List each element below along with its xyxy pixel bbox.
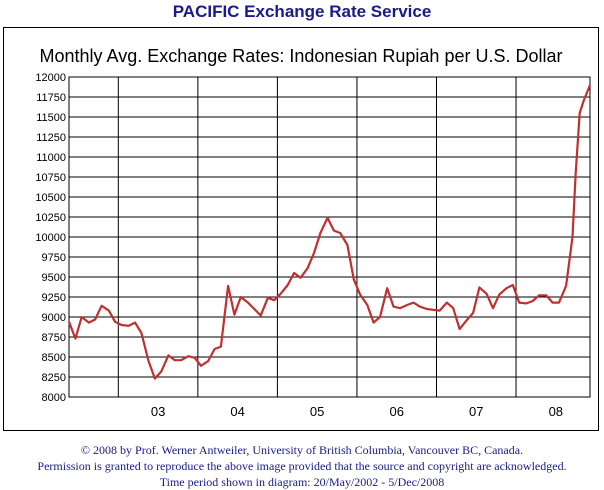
y-tick-label: 11750 [36, 92, 66, 104]
x-tick-label: 04 [230, 404, 244, 419]
y-tick-label: 10000 [35, 232, 66, 244]
y-tick-label: 9750 [42, 252, 66, 264]
y-tick-label: 11000 [36, 152, 66, 164]
y-tick-label: 8000 [42, 392, 66, 404]
y-tick-label: 9500 [42, 272, 66, 284]
y-tick-label: 11500 [36, 112, 66, 124]
y-tick-label: 8750 [42, 332, 66, 344]
y-tick-labels: 8000 8250 8500 8750 9000 9250 9500 9750 10000 102… [35, 72, 66, 404]
y-tick-label: 8250 [42, 372, 66, 384]
footer-copyright: © 2008 by Prof. Werner Antweiler, Univer… [0, 443, 604, 458]
x-tick-label: 05 [310, 404, 324, 419]
x-tick-label: 06 [389, 404, 403, 419]
x-tick-label: 03 [151, 404, 165, 419]
y-tick-label: 10500 [35, 192, 66, 204]
x-tick-label: 08 [549, 404, 563, 419]
chart-title: Monthly Avg. Exchange Rates: Indonesian … [40, 46, 563, 66]
y-tick-label: 8500 [42, 352, 66, 364]
y-tick-label: 9000 [42, 312, 66, 324]
series-line [69, 85, 590, 379]
y-tick-label: 10250 [35, 212, 66, 224]
y-tick-label: 10750 [35, 172, 66, 184]
series-layer [69, 85, 590, 379]
grid-layer [69, 77, 590, 397]
footer-period: Time period shown in diagram: 20/May/200… [0, 475, 604, 490]
x-tick-label: 07 [469, 404, 483, 419]
y-tick-label: 11250 [36, 132, 66, 144]
y-tick-label: 9250 [42, 292, 66, 304]
exchange-rate-chart: Monthly Avg. Exchange Rates: Indonesian … [3, 27, 599, 431]
page-header-title: PACIFIC Exchange Rate Service [0, 2, 604, 22]
footer-permission: Permission is granted to reproduce the a… [0, 459, 604, 474]
x-tick-labels: 03 04 05 06 07 08 [151, 404, 563, 419]
y-tick-label: 12000 [35, 72, 66, 84]
